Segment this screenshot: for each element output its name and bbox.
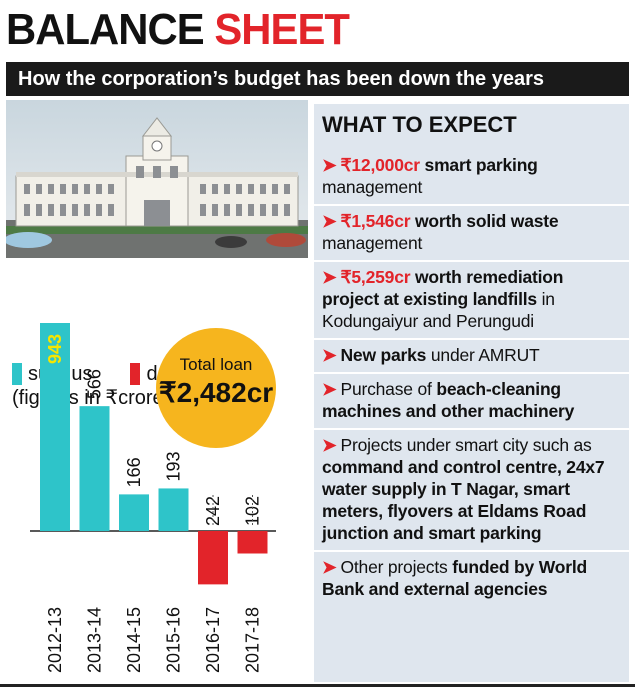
bottom-rule bbox=[0, 684, 635, 687]
subtitle-text: How the corporation’s budget has been do… bbox=[18, 68, 544, 90]
expect-item: ➤ New parks under AMRUT bbox=[314, 338, 629, 372]
what-to-expect-title: WHAT TO EXPECT bbox=[322, 112, 517, 137]
budget-bar-chart: 943 2012-13 566 2013-14 166 2014-15 193 2015-16… bbox=[30, 323, 276, 673]
arrow-icon: ➤ bbox=[322, 155, 337, 175]
category-tick-label: 2014-15 bbox=[124, 607, 144, 673]
page-title: BALANCE SHEET bbox=[6, 4, 350, 56]
category-tick-label: 2016-17 bbox=[203, 607, 223, 673]
deficit-swatch bbox=[130, 363, 141, 385]
surplus-bar bbox=[158, 488, 189, 531]
bar-value-label: 193 bbox=[164, 451, 184, 481]
expect-item-text: worth solid waste bbox=[410, 211, 559, 231]
expect-item-text: Projects under smart city such as bbox=[340, 435, 592, 455]
expect-list: ➤ ₹12,000cr smart parking management ➤ ₹1,5… bbox=[314, 150, 629, 606]
expect-item-text: New parks bbox=[340, 345, 427, 365]
bar-value-label: 166 bbox=[124, 457, 144, 487]
category-tick-label: 2013-14 bbox=[85, 607, 105, 673]
expect-item: ➤ ₹12,000cr smart parking management bbox=[314, 150, 629, 204]
category-tick-label: 2015-16 bbox=[164, 607, 184, 673]
subtitle-bar: How the corporation’s budget has been do… bbox=[6, 62, 629, 96]
expect-item: ➤ Other projects funded by World Bank and… bbox=[314, 550, 629, 606]
surplus-bar bbox=[79, 406, 110, 531]
expect-item: ➤ Projects under smart city such as comma… bbox=[314, 428, 629, 550]
expect-item-text: Other projects bbox=[340, 557, 453, 577]
expect-item-text: ₹1,546cr bbox=[340, 211, 411, 231]
expect-item-text: smart parking bbox=[419, 155, 538, 175]
bar-value-label: 943 bbox=[45, 334, 65, 364]
expect-item-text: under AMRUT bbox=[426, 345, 540, 365]
deficit-bar bbox=[198, 531, 228, 585]
what-to-expect-panel: WHAT TO EXPECT ➤ ₹12,000cr smart parking … bbox=[314, 104, 629, 682]
expect-item-text: in Kodungaiyur and Perungudi bbox=[322, 289, 555, 331]
expect-item: ➤ ₹1,546cr worth solid waste management bbox=[314, 204, 629, 260]
arrow-icon: ➤ bbox=[322, 435, 337, 455]
expect-item-text: ₹12,000cr bbox=[340, 155, 420, 175]
arrow-icon: ➤ bbox=[322, 211, 337, 231]
title-row: BALANCE SHEET bbox=[0, 0, 635, 62]
expect-item-text: Purchase of bbox=[340, 379, 437, 399]
expect-item-text: management bbox=[322, 233, 423, 253]
left-panel: surplus deficit (figures in ₹crore) 9432… bbox=[6, 100, 308, 682]
expect-item-text: management bbox=[322, 177, 423, 197]
category-tick-label: 2017-18 bbox=[243, 607, 263, 673]
expect-item-text: beach-cleaning machines and other machin… bbox=[322, 379, 575, 421]
arrow-icon: ➤ bbox=[322, 345, 337, 365]
title-word-balance: BALANCE bbox=[6, 5, 205, 54]
expect-item-text: worth remediation project at existing la… bbox=[322, 267, 564, 309]
arrow-icon: ➤ bbox=[322, 557, 337, 577]
surplus-bar bbox=[119, 494, 149, 531]
surplus-swatch bbox=[12, 363, 22, 385]
arrow-icon: ➤ bbox=[322, 379, 337, 399]
arrow-icon: ➤ bbox=[322, 267, 337, 287]
total-loan-value: ₹2,482cr bbox=[159, 377, 273, 408]
expect-item-text: ₹5,259cr bbox=[340, 267, 411, 287]
expect-item: ➤ ₹5,259cr worth remediation project at e… bbox=[314, 260, 629, 338]
total-loan-label: Total loan bbox=[180, 355, 253, 374]
surplus-bar bbox=[40, 323, 70, 531]
expect-item-text: funded by World Bank and external agenci… bbox=[322, 557, 587, 599]
total-loan-badge bbox=[156, 328, 276, 448]
building-photo bbox=[6, 100, 308, 258]
deficit-bar bbox=[237, 531, 268, 554]
bar-value-label: 566 bbox=[85, 369, 105, 399]
category-tick-label: 2012-13 bbox=[45, 607, 65, 673]
title-word-sheet: SHEET bbox=[214, 5, 350, 54]
expect-item-text: command and control centre, 24x7 water s… bbox=[322, 457, 605, 543]
building-illustration bbox=[6, 100, 308, 258]
expect-item: ➤ Purchase of beach-cleaning machines and… bbox=[314, 372, 629, 428]
